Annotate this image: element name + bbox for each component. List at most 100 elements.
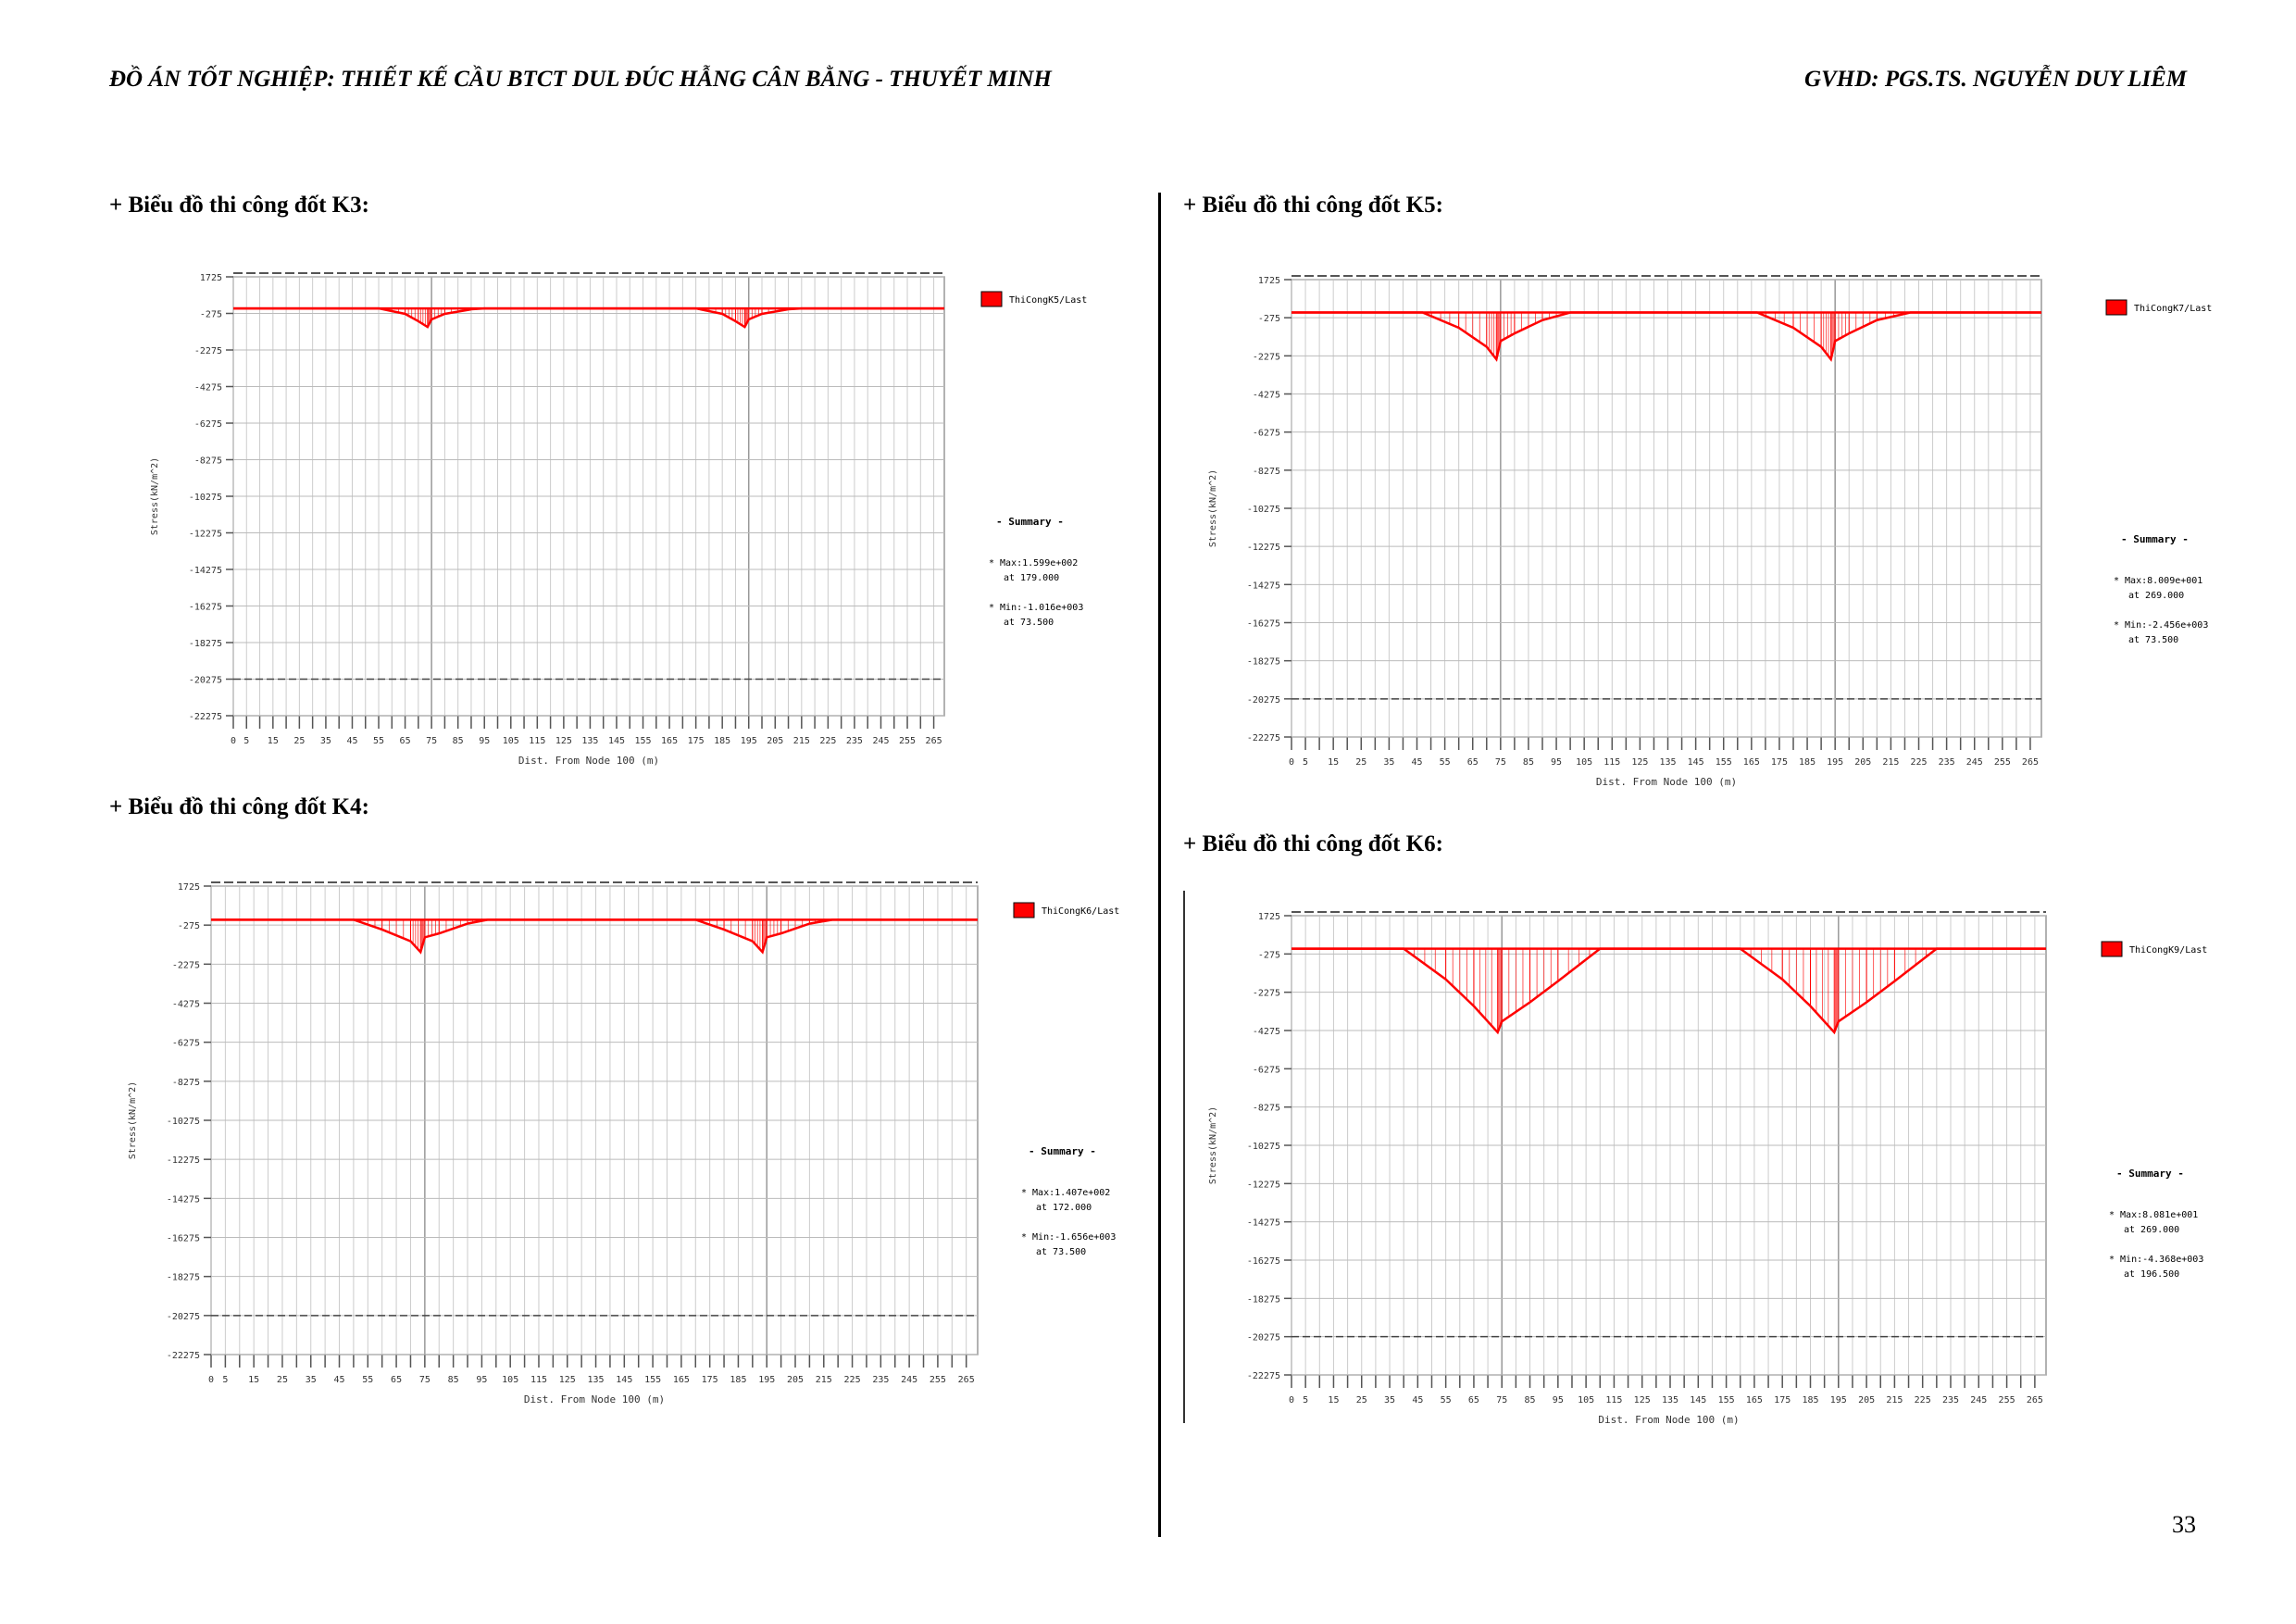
y-tick-label: -18275 (1247, 657, 1280, 668)
section-title-k4: + Biểu đồ thi công đốt K4: (109, 794, 369, 819)
y-axis-label: Stress(kN/m^2) (1208, 1106, 1218, 1184)
x-tick-label: 25 (1356, 1395, 1367, 1405)
x-tick-label: 155 (1718, 1395, 1735, 1405)
x-tick-label: 195 (741, 736, 757, 746)
page-number: 33 (2172, 1511, 2196, 1538)
y-tick-label: -12275 (167, 1156, 200, 1166)
x-tick-label: 175 (1774, 1395, 1791, 1405)
x-tick-label: 165 (1743, 757, 1760, 768)
y-tick-label: -6275 (1253, 1065, 1280, 1075)
y-tick-label: -10275 (1247, 505, 1280, 515)
summary-title: - Summary - (2116, 1168, 2184, 1180)
section-title-k6: + Biểu đồ thi công đốt K6: (1183, 831, 1443, 856)
y-tick-label: -4275 (1253, 391, 1280, 401)
y-tick-label: -275 (178, 921, 200, 931)
x-tick-label: 265 (2022, 757, 2039, 768)
y-tick-label: -20275 (1247, 1333, 1280, 1343)
x-tick-label: 75 (419, 1375, 430, 1385)
y-tick-label: -4275 (172, 1000, 200, 1010)
y-tick-label: 1725 (1258, 912, 1280, 922)
x-tick-label: 145 (1690, 1395, 1706, 1405)
x-tick-label: 0 (1289, 757, 1294, 768)
summary-min-at: at 73.500 (1004, 618, 1054, 628)
x-tick-label: 175 (1771, 757, 1788, 768)
document-header-title: ĐỒ ÁN TỐT NGHIỆP: THIẾT KẾ CẦU BTCT DUL … (109, 67, 1052, 92)
x-tick-label: 65 (1468, 1395, 1479, 1405)
x-tick-label: 145 (608, 736, 625, 746)
legend-swatch (980, 291, 1003, 307)
x-tick-label: 215 (793, 736, 810, 746)
x-tick-label: 155 (644, 1375, 661, 1385)
x-tick-label: 235 (872, 1375, 889, 1385)
x-tick-label: 55 (1440, 757, 1451, 768)
x-tick-label: 45 (1412, 1395, 1423, 1405)
y-tick-label: -20275 (1247, 695, 1280, 706)
summary-min-at: at 196.500 (2124, 1269, 2179, 1280)
x-tick-label: 95 (476, 1375, 487, 1385)
x-tick-label: 205 (1858, 1395, 1875, 1405)
x-tick-label: 255 (1994, 757, 2011, 768)
x-tick-label: 245 (872, 736, 889, 746)
x-tick-label: 245 (1966, 757, 1983, 768)
y-tick-label: -6275 (1253, 429, 1280, 439)
x-tick-label: 0 (208, 1375, 214, 1385)
y-tick-label: -6275 (172, 1039, 200, 1049)
summary-max: * Max:1.599e+002 (989, 558, 1078, 568)
x-tick-label: 85 (448, 1375, 459, 1385)
x-tick-label: 125 (555, 736, 572, 746)
y-tick-label: -16275 (189, 603, 222, 613)
x-tick-label: 85 (453, 736, 464, 746)
x-tick-label: 15 (248, 1375, 259, 1385)
x-tick-label: 195 (1827, 757, 1843, 768)
x-tick-label: 135 (1662, 1395, 1678, 1405)
y-tick-label: -22275 (1247, 1371, 1280, 1381)
summary-max: * Max:8.081e+001 (2109, 1210, 2198, 1220)
x-tick-label: 5 (1303, 1395, 1308, 1405)
chart-border-k6 (1183, 891, 1185, 1423)
x-tick-label: 105 (1578, 1395, 1594, 1405)
x-tick-label: 25 (293, 736, 305, 746)
x-tick-label: 105 (1576, 757, 1592, 768)
x-tick-label: 35 (306, 1375, 317, 1385)
y-tick-label: 1725 (1258, 276, 1280, 286)
y-tick-label: 1725 (200, 273, 222, 283)
y-tick-label: -14275 (167, 1194, 200, 1205)
section-title-k3: + Biểu đồ thi công đốt K3: (109, 193, 369, 218)
x-tick-label: 45 (346, 736, 357, 746)
summary-min-at: at 73.500 (1036, 1247, 1086, 1257)
summary-min: * Min:-2.456e+003 (2114, 620, 2208, 631)
summary-title: - Summary - (2121, 533, 2189, 545)
y-tick-label: -18275 (1247, 1294, 1280, 1305)
x-tick-label: 195 (758, 1375, 775, 1385)
x-tick-label: 165 (661, 736, 678, 746)
x-tick-label: 255 (930, 1375, 946, 1385)
x-tick-label: 235 (846, 736, 863, 746)
x-tick-label: 55 (1441, 1395, 1452, 1405)
x-tick-label: 265 (958, 1375, 975, 1385)
x-tick-label: 75 (426, 736, 437, 746)
x-tick-label: 155 (1716, 757, 1732, 768)
x-tick-label: 215 (1882, 757, 1899, 768)
x-tick-label: 205 (767, 736, 783, 746)
x-tick-label: 175 (702, 1375, 718, 1385)
y-tick-label: -4275 (194, 383, 222, 394)
summary-max-at: at 179.000 (1004, 573, 1059, 583)
y-axis-label: Stress(kN/m^2) (150, 457, 160, 535)
x-tick-label: 35 (320, 736, 331, 746)
y-tick-label: -22275 (1247, 733, 1280, 743)
section-title-k5: + Biểu đồ thi công đốt K5: (1183, 193, 1443, 218)
x-axis-label: Dist. From Node 100 (m) (1596, 776, 1737, 788)
x-tick-label: 35 (1384, 1395, 1395, 1405)
x-tick-label: 75 (1496, 1395, 1507, 1405)
x-tick-label: 65 (1467, 757, 1479, 768)
x-tick-label: 45 (333, 1375, 344, 1385)
x-tick-label: 145 (616, 1375, 632, 1385)
x-tick-label: 265 (2027, 1395, 2043, 1405)
x-tick-label: 135 (581, 736, 598, 746)
x-tick-label: 225 (819, 736, 836, 746)
x-tick-label: 255 (1999, 1395, 2015, 1405)
y-tick-label: -18275 (167, 1273, 200, 1283)
stress-chart-k3: 1725 -275 -2275 -4275 -6275 -8275 -10275 -12275… (150, 272, 1087, 767)
x-tick-label: 145 (1688, 757, 1704, 768)
summary-max: * Max:1.407e+002 (1021, 1188, 1110, 1198)
